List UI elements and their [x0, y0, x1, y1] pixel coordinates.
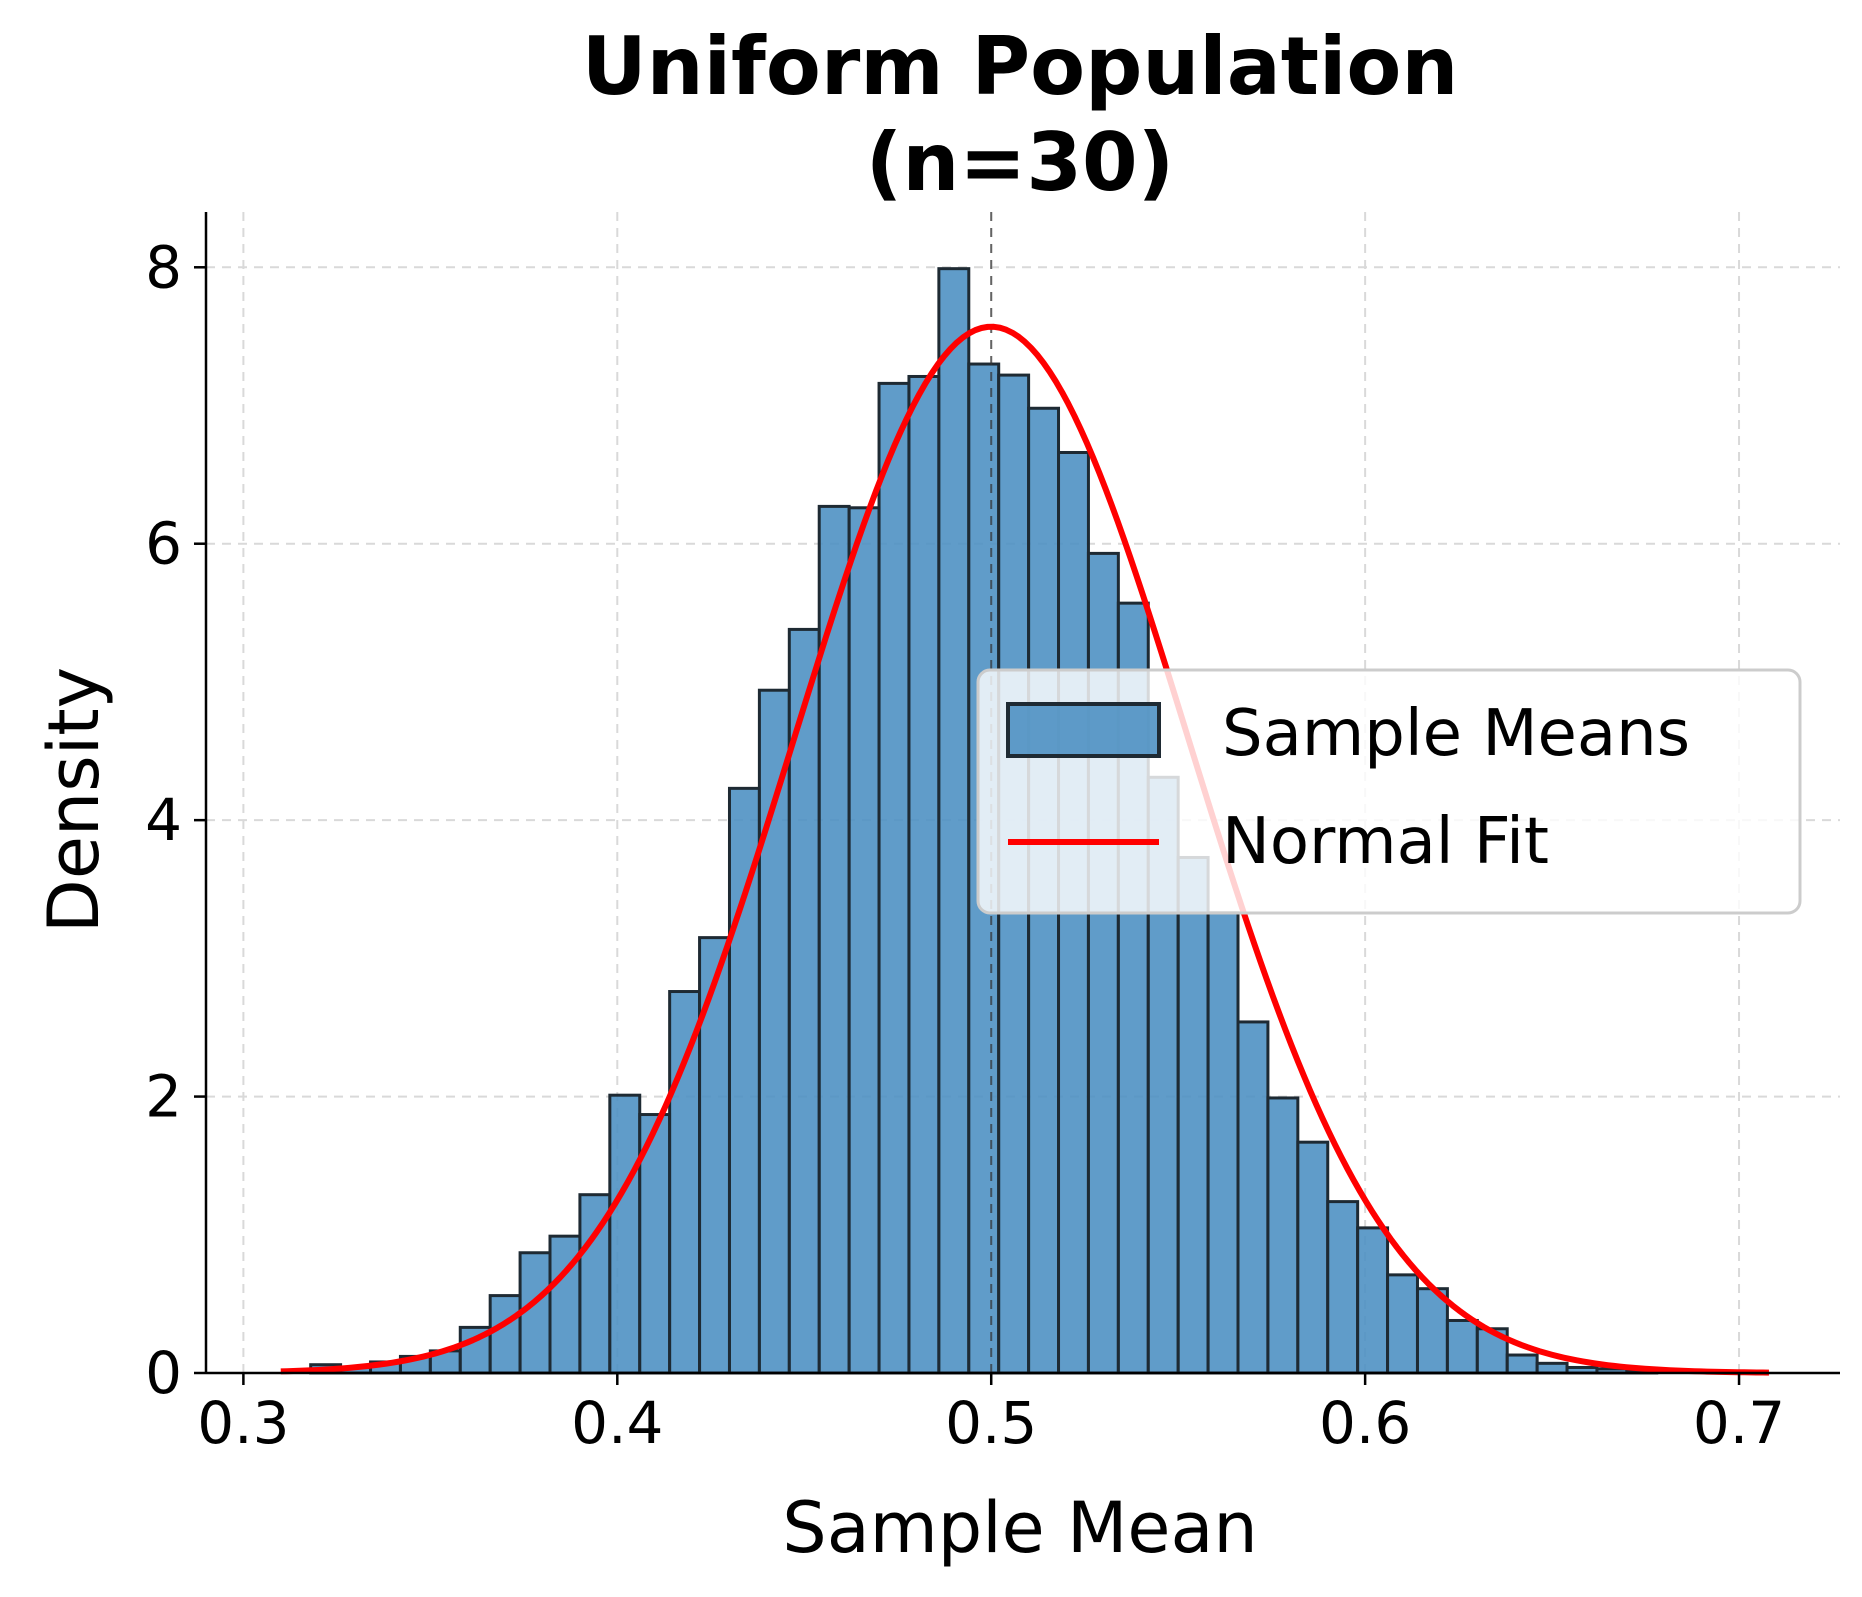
axes [204, 212, 1840, 1375]
x-axis-label: Sample Mean [782, 1487, 1257, 1569]
y-axis-ticks: 0 2 4 6 8 [145, 233, 206, 1407]
histogram-bar [1356, 1226, 1390, 1375]
histogram-bar [1505, 1353, 1539, 1375]
normal-fit-line [280, 323, 1769, 1376]
legend-label-sample-means: Sample Means [1222, 697, 1690, 771]
x-tick-label: 0.6 [1319, 1389, 1411, 1457]
histogram-bar [1415, 1287, 1449, 1375]
chart-title-line-1: Uniform Population [582, 20, 1459, 113]
y-tick-label: 8 [145, 233, 182, 301]
chart-title-line-2: (n=30) [866, 116, 1174, 209]
histogram-bar [1236, 1020, 1270, 1375]
histogram-bar [608, 1093, 642, 1375]
histogram-bar [1535, 1361, 1569, 1375]
x-tick-label: 0.5 [945, 1389, 1037, 1457]
y-tick-label: 6 [145, 510, 182, 578]
legend-label-normal-fit: Normal Fit [1222, 805, 1549, 879]
histogram-bar [1266, 1096, 1300, 1375]
x-tick-label: 0.7 [1693, 1389, 1785, 1457]
histogram-bar [847, 506, 881, 1375]
y-axis-label: Density [33, 667, 115, 933]
legend-box [976, 668, 1802, 915]
x-tick-label: 0.4 [571, 1389, 663, 1457]
x-axis-ticks: 0.3 0.4 0.5 0.6 0.7 [197, 1373, 1785, 1457]
histogram-bar [727, 786, 761, 1375]
histogram-bar [877, 381, 911, 1375]
y-tick-label: 2 [145, 1063, 182, 1131]
histogram-bar [668, 990, 702, 1375]
y-tick-label: 0 [145, 1339, 182, 1407]
histogram-bar [1326, 1200, 1360, 1375]
normal-fit-curve [280, 323, 1769, 1376]
legend: Sample Means Normal Fit [976, 668, 1802, 915]
histogram-bar [488, 1294, 522, 1375]
y-tick-label: 4 [145, 786, 182, 854]
histogram-bar [1445, 1318, 1479, 1375]
chart-title: Uniform Population (n=30) [582, 20, 1459, 209]
histogram-bar [1176, 855, 1210, 1375]
x-tick-label: 0.3 [197, 1389, 289, 1457]
histogram-bar [1296, 1140, 1330, 1375]
histogram-bar [907, 374, 941, 1375]
histogram-bar [1386, 1273, 1419, 1375]
histogram-bar [937, 267, 971, 1375]
histogram-bar [1206, 911, 1240, 1375]
legend-swatch-sample-means [1006, 702, 1161, 758]
